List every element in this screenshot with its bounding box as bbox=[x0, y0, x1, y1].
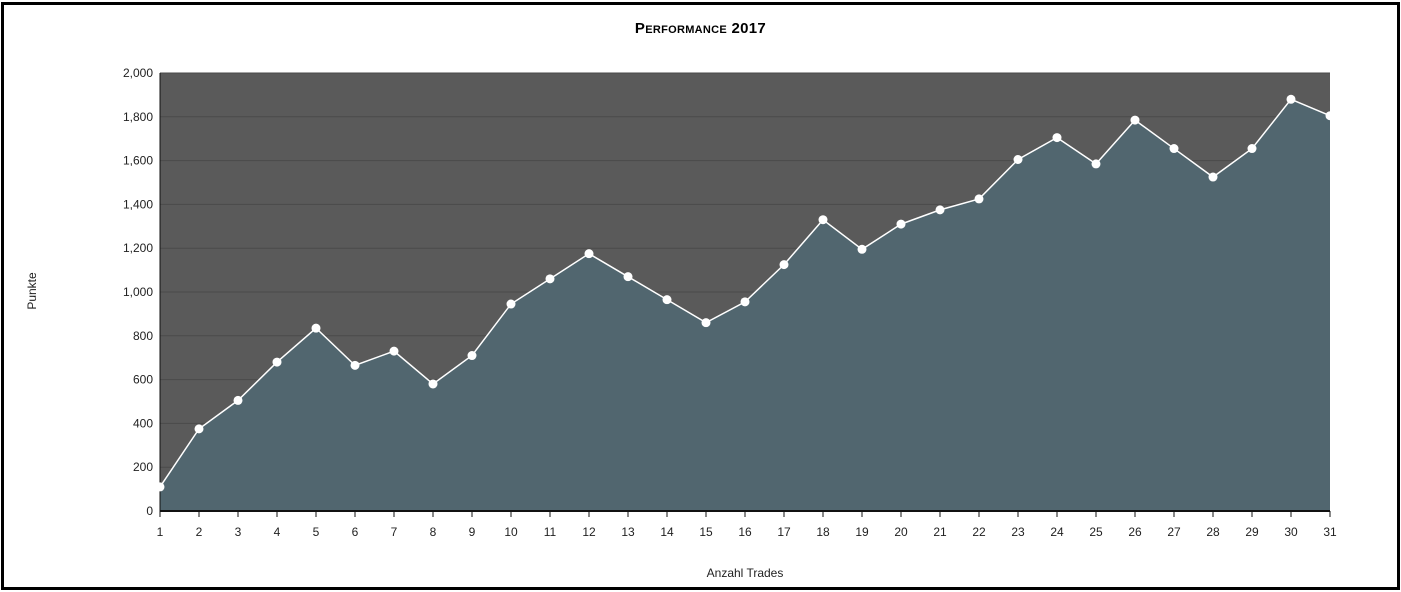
x-tick-label: 15 bbox=[699, 525, 713, 539]
x-tick-label: 12 bbox=[582, 525, 596, 539]
x-tick-label: 17 bbox=[777, 525, 791, 539]
x-tick-label: 27 bbox=[1167, 525, 1181, 539]
data-point bbox=[662, 295, 672, 305]
x-tick-label: 11 bbox=[544, 525, 557, 539]
y-tick-label: 200 bbox=[133, 460, 153, 474]
y-tick-label: 400 bbox=[133, 416, 153, 430]
data-point bbox=[1169, 144, 1179, 154]
data-point bbox=[857, 244, 867, 254]
data-point bbox=[311, 323, 321, 333]
x-tick-label: 21 bbox=[933, 525, 947, 539]
data-point bbox=[935, 205, 945, 215]
data-point bbox=[467, 351, 477, 361]
data-point bbox=[896, 219, 906, 229]
data-point bbox=[1325, 111, 1335, 121]
data-point bbox=[1286, 94, 1296, 104]
data-point bbox=[272, 357, 282, 367]
x-tick-label: 3 bbox=[235, 525, 242, 539]
x-tick-label: 18 bbox=[816, 525, 830, 539]
x-tick-label: 26 bbox=[1128, 525, 1142, 539]
x-tick-label: 22 bbox=[972, 525, 986, 539]
y-tick-label: 2,000 bbox=[123, 66, 153, 80]
x-tick-label: 10 bbox=[504, 525, 518, 539]
x-tick-label: 20 bbox=[894, 525, 908, 539]
data-point bbox=[740, 297, 750, 307]
x-tick-label: 29 bbox=[1245, 525, 1259, 539]
x-tick-label: 6 bbox=[352, 525, 359, 539]
x-tick-label: 9 bbox=[469, 525, 476, 539]
x-tick-label: 25 bbox=[1089, 525, 1103, 539]
x-tick-label: 8 bbox=[430, 525, 437, 539]
data-point bbox=[701, 318, 711, 328]
x-tick-label: 7 bbox=[391, 525, 398, 539]
data-point bbox=[584, 249, 594, 259]
data-point bbox=[1052, 133, 1062, 143]
y-tick-label: 1,200 bbox=[123, 241, 153, 255]
x-tick-label: 19 bbox=[855, 525, 869, 539]
data-point bbox=[1130, 115, 1140, 125]
data-point bbox=[1013, 155, 1023, 165]
y-tick-label: 600 bbox=[133, 373, 153, 387]
x-tick-label: 23 bbox=[1011, 525, 1025, 539]
x-tick-label: 28 bbox=[1206, 525, 1220, 539]
data-point bbox=[779, 260, 789, 270]
data-point bbox=[623, 272, 633, 282]
data-point bbox=[1247, 144, 1257, 154]
data-point bbox=[818, 215, 828, 225]
data-point bbox=[428, 379, 438, 389]
x-tick-label: 31 bbox=[1323, 525, 1337, 539]
x-tick-label: 1 bbox=[157, 525, 164, 539]
data-point bbox=[1208, 172, 1218, 182]
x-tick-label: 5 bbox=[313, 525, 320, 539]
x-tick-label: 24 bbox=[1050, 525, 1064, 539]
data-point bbox=[155, 482, 165, 492]
data-point bbox=[389, 346, 399, 356]
x-tick-label: 30 bbox=[1284, 525, 1298, 539]
y-tick-label: 1,800 bbox=[123, 110, 153, 124]
x-tick-label: 4 bbox=[274, 525, 281, 539]
y-tick-label: 1,600 bbox=[123, 154, 153, 168]
data-point bbox=[506, 299, 516, 309]
x-tick-label: 14 bbox=[660, 525, 674, 539]
y-tick-label: 800 bbox=[133, 329, 153, 343]
x-tick-label: 16 bbox=[738, 525, 752, 539]
data-point bbox=[233, 395, 243, 405]
data-point bbox=[974, 194, 984, 204]
chart-title: Performance 2017 bbox=[634, 20, 767, 37]
y-tick-label: 0 bbox=[146, 504, 153, 518]
x-tick-label: 13 bbox=[621, 525, 635, 539]
x-tick-label: 2 bbox=[196, 525, 203, 539]
data-point bbox=[194, 424, 204, 434]
y-tick-label: 1,000 bbox=[123, 285, 153, 299]
data-point bbox=[350, 360, 360, 370]
data-point bbox=[1091, 159, 1101, 169]
x-axis-label: Anzahl Trades bbox=[706, 566, 784, 580]
data-point bbox=[545, 274, 555, 284]
y-tick-label: 1,400 bbox=[123, 197, 153, 211]
